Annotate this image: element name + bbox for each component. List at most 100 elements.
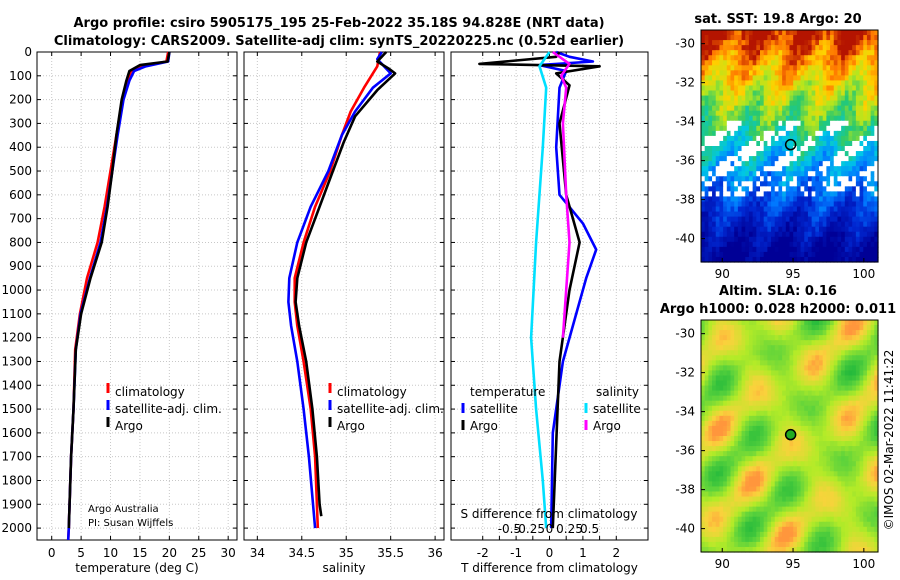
series-line-salinity-argo-magenta-	[552, 50, 571, 338]
annotation-line: Argo Australia	[88, 504, 159, 515]
y-tick-label: 1200	[1, 331, 32, 345]
chart-title-line-2: Climatology: CARS2009. Satellite-adj cli…	[54, 34, 624, 49]
map-sst_map: 90 95 100 -30 -32 -34 -36 -38 -40	[675, 29, 879, 281]
legend-label: climatology	[337, 385, 407, 399]
series-line-salinity-satellite-cyan-	[529, 51, 551, 529]
legend-title-temperature: temperature	[470, 385, 545, 399]
x-tick-label: 95	[785, 267, 800, 281]
argo-location-marker	[784, 138, 797, 151]
x-tick-label: 15	[132, 546, 147, 560]
x-tick-label: 5	[77, 546, 85, 560]
y-tick-label: 400	[9, 140, 32, 154]
x-tick-label: 2	[612, 546, 620, 560]
y-tick-label: 2000	[1, 521, 32, 535]
sla-map-title: Altim. SLA: 0.16	[719, 284, 837, 299]
y-tick-label: -38	[675, 193, 695, 207]
y-tick-label: 300	[9, 116, 32, 130]
x-tick-label: 95	[785, 557, 800, 571]
legend-label: satellite	[470, 402, 518, 416]
y-tick-label: 1500	[1, 402, 32, 416]
y-tick-label: -40	[675, 232, 695, 246]
x-tick-label: 10	[103, 546, 118, 560]
sst-map-title: sat. SST: 19.8 Argo: 20	[694, 12, 861, 27]
legend-label: climatology	[115, 385, 185, 399]
y-tick-label: -30	[675, 327, 695, 341]
secondary-tick-label: -0.25	[514, 522, 545, 536]
y-tick-label: 0	[24, 45, 32, 59]
secondary-tick-label: 0.25	[556, 522, 583, 536]
series-line-argo	[67, 51, 171, 529]
y-tick-label: 900	[9, 259, 32, 273]
y-tick-label: 200	[9, 93, 32, 107]
legend-label: satellite	[593, 402, 641, 416]
x-tick-label: 25	[191, 546, 206, 560]
x-tick-label: 1	[579, 546, 587, 560]
y-tick-label: 1400	[1, 378, 32, 392]
annotation-line: PI: Susan Wijffels	[88, 518, 173, 529]
legend-label: satellite-adj. clim.	[337, 402, 444, 416]
y-tick-label: 1000	[1, 283, 32, 297]
y-tick-label: 500	[9, 164, 32, 178]
chart-title-line-1: Argo profile: csiro 5905175_195 25-Feb-2…	[73, 16, 604, 31]
y-tick-label: 1300	[1, 354, 32, 368]
x-tick-label: 35	[339, 546, 354, 560]
map-frame	[700, 319, 879, 553]
legend-label: Argo	[337, 419, 365, 433]
legend-label: satellite-adj. clim.	[115, 402, 222, 416]
secondary-tick-label: 0.5	[580, 522, 599, 536]
y-tick-label: -32	[675, 366, 695, 380]
y-tick-label: -36	[675, 444, 695, 458]
x-tick-label: 100	[852, 557, 875, 571]
x-tick-label: 20	[162, 546, 177, 560]
x-tick-label: 34	[250, 546, 265, 560]
map-sla_map: 90 95 100 -30 -32 -34 -36 -38 -40	[675, 319, 879, 571]
y-tick-label: 1600	[1, 426, 32, 440]
x-axis-label: salinity	[322, 561, 365, 575]
legend-label: Argo	[115, 419, 143, 433]
legend-label: Argo	[593, 419, 621, 433]
map-cells	[701, 30, 879, 263]
sla-map-subtitle: Argo h1000: 0.028 h2000: 0.011	[660, 302, 896, 317]
series-line-climatology	[293, 51, 382, 529]
panel-difference: -2 -1 0 1 2T difference from climatology temp…	[450, 50, 649, 575]
y-tick-label: 600	[9, 188, 32, 202]
y-tick-label: -32	[675, 76, 695, 90]
argo-location-marker	[784, 428, 797, 441]
panel-salinity: 34 34.5 35 35.5 36 salinity climatology satelli…	[243, 51, 445, 575]
x-tick-label: 30	[221, 546, 236, 560]
y-tick-label: -40	[675, 522, 695, 536]
x-tick-label: 90	[715, 267, 730, 281]
x-tick-label: -1	[510, 546, 522, 560]
y-tick-label: -36	[675, 154, 695, 168]
y-tick-label: -34	[675, 405, 695, 419]
panel-temperature: 0 5 10 15 20 25 300100200300400500600700800900…	[1, 45, 238, 575]
imos-watermark: ©IMOS 02-Mar-2022 11:41:22	[882, 350, 896, 531]
y-tick-label: 1700	[1, 450, 32, 464]
x-tick-label: 35.5	[377, 546, 404, 560]
secondary-tick-label: -0.5	[498, 522, 521, 536]
legend-title-salinity: salinity	[596, 385, 639, 399]
map-cells	[701, 320, 879, 553]
x-tick-label: -2	[477, 546, 489, 560]
x-tick-label: 36	[427, 546, 442, 560]
y-tick-label: 1900	[1, 497, 32, 511]
y-tick-label: 1800	[1, 473, 32, 487]
plot-frame	[243, 51, 445, 541]
x-tick-label: 34.5	[288, 546, 315, 560]
y-tick-label: -38	[675, 483, 695, 497]
y-tick-label: 1100	[1, 307, 32, 321]
y-tick-label: -34	[675, 115, 695, 129]
y-tick-label: 800	[9, 235, 32, 249]
x-tick-label: 0	[48, 546, 56, 560]
x-axis-label: temperature (deg C)	[75, 561, 198, 575]
legend-label: Argo	[470, 419, 498, 433]
secondary-tick-label: 0	[546, 522, 554, 536]
x-tick-label: 100	[852, 267, 875, 281]
x-axis-label: T difference from climatology	[460, 561, 638, 575]
map-frame	[700, 29, 879, 263]
y-tick-label: 700	[9, 212, 32, 226]
series-line-satellite-adj-clim-	[287, 51, 393, 529]
series-line-temperature-satellite-blue-	[538, 50, 598, 529]
series-line-argo	[294, 51, 397, 517]
